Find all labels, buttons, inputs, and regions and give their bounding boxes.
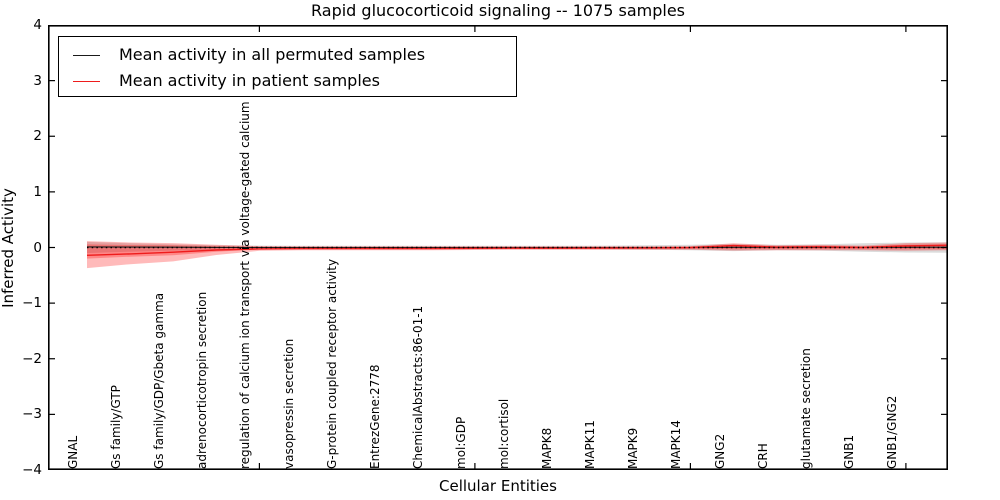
x-tick-label: EntrezGene:2778: [367, 364, 382, 470]
x-tick-label: GNAL: [66, 435, 80, 469]
x-tick-label: MAPK9: [626, 427, 641, 469]
patient-mean-line: [86, 244, 948, 256]
x-tick-label: GNB1: [841, 434, 856, 469]
x-tick-label: mol:cortisol: [497, 398, 511, 469]
legend-line-permuted-icon: [73, 54, 100, 56]
x-tick-label: Gs family/GDP/Gbeta gamma: [152, 292, 167, 469]
x-tick-label: MAPK11: [583, 420, 598, 469]
x-tick-label: glutamate secretion: [798, 348, 813, 469]
x-tick-label: CRH: [755, 443, 770, 469]
x-tick-label: adrenocorticotropin secretion: [195, 291, 210, 469]
patient-samples-outer-band: [87, 241, 948, 269]
y-tick-label: −4: [22, 462, 42, 478]
plot-area: [48, 25, 948, 470]
x-axis-title: Cellular Entities: [439, 477, 557, 495]
x-tick-label: MAPK8: [540, 427, 555, 469]
legend-line-patient-icon: [73, 80, 100, 82]
x-tick-label: vasopressin secretion: [281, 338, 296, 469]
y-tick-label: −3: [22, 406, 42, 423]
legend: Mean activity in all permuted samples Me…: [58, 36, 517, 97]
chart-title: Rapid glucocorticoid signaling -- 1075 s…: [311, 1, 685, 20]
legend-item-permuted: Mean activity in all permuted samples: [59, 42, 516, 68]
axes-border: [48, 25, 948, 470]
y-tick-label: 3: [33, 72, 42, 89]
x-tick-label: regulation of calcium ion transport via …: [238, 43, 253, 469]
x-tick-label: MAPK14: [669, 420, 684, 469]
x-tick-label: GNG2: [712, 433, 727, 469]
y-tick-label: 1: [33, 183, 42, 200]
y-axis-title: Inferred Activity: [0, 188, 17, 308]
y-tick-label: 0: [33, 239, 42, 256]
legend-item-patient: Mean activity in patient samples: [59, 68, 516, 94]
legend-label-permuted: Mean activity in all permuted samples: [119, 45, 426, 64]
legend-label-patient: Mean activity in patient samples: [119, 71, 380, 90]
x-tick-label: ChemicalAbstracts:86-01-1: [410, 305, 425, 469]
x-tick-label: GNB1/GNG2: [884, 395, 899, 469]
y-tick-label: 2: [33, 128, 42, 145]
y-tick-label: 4: [33, 17, 42, 33]
y-tick-label: −1: [22, 295, 42, 312]
x-tick-label: mol:GDP: [453, 416, 468, 469]
x-tick-label: Gs family/GTP: [109, 385, 124, 469]
y-tick-label: −2: [22, 350, 42, 367]
x-tick-label: G-protein coupled receptor activity: [324, 258, 339, 469]
